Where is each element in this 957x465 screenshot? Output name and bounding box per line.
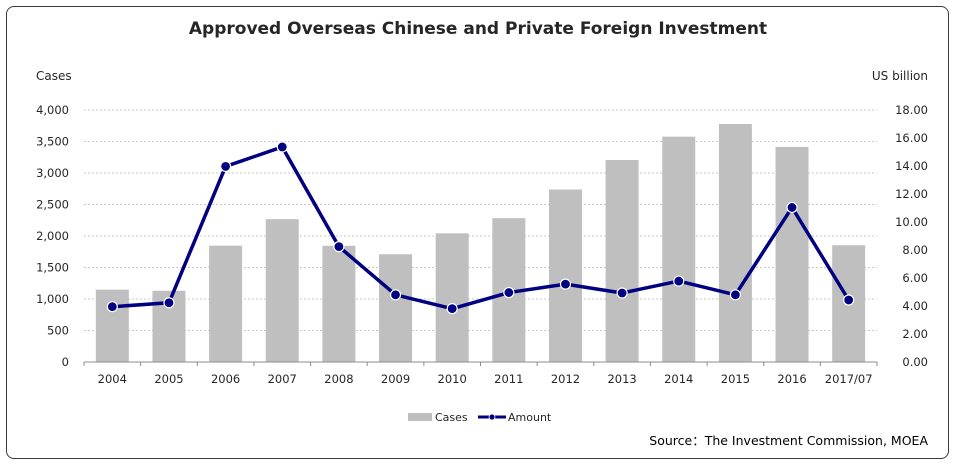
- left-tick-label: 1,500: [36, 261, 69, 275]
- left-axis-label: Cases: [36, 69, 72, 83]
- bar: [209, 245, 243, 362]
- bar: [379, 254, 413, 362]
- amount-point: [503, 286, 515, 299]
- bar: [548, 189, 582, 362]
- right-tick-label: 10.00: [895, 215, 928, 229]
- amount-point: [843, 294, 855, 306]
- left-tick-label: 3,500: [36, 135, 69, 149]
- legend-label-cases: Cases: [435, 411, 468, 424]
- amount-point: [786, 201, 798, 214]
- x-tick-label: 2005: [154, 372, 183, 386]
- x-tick-label: 2006: [211, 372, 240, 386]
- right-tick-label: 4.00: [902, 299, 928, 313]
- bar: [775, 146, 809, 362]
- x-tick-label: 2015: [721, 372, 750, 386]
- x-tick-label: 2007: [268, 372, 297, 386]
- x-tick-label: 2014: [664, 372, 693, 386]
- left-tick-label: 4,000: [36, 103, 69, 117]
- bar: [718, 123, 752, 363]
- axes: 0 500 1,000 1,500 2,000 2,500 3,000 3,500 4,000 0…: [36, 103, 928, 386]
- left-tick-label: 3,000: [36, 166, 69, 180]
- legend: Cases Amount: [408, 411, 552, 424]
- right-tick-label: 6.00: [902, 271, 928, 285]
- left-tick-label: 2,000: [36, 229, 69, 243]
- amount-point: [163, 297, 175, 309]
- x-tick-label: 2013: [607, 372, 636, 386]
- left-tick-label: 500: [47, 324, 69, 338]
- amount-point: [446, 303, 458, 315]
- legend-marker-amount: [488, 413, 496, 421]
- legend-label-amount: Amount: [508, 411, 552, 424]
- bar: [265, 219, 299, 362]
- x-tick-label: 2008: [324, 372, 353, 386]
- amount-point: [616, 287, 628, 299]
- x-tick-label: 2011: [494, 372, 523, 386]
- right-tick-label: 16.00: [895, 131, 928, 145]
- left-tick-label: 0: [62, 355, 69, 369]
- bars-cases: [95, 123, 866, 363]
- x-tick-label: 2012: [551, 372, 580, 386]
- right-tick-label: 2.00: [902, 327, 928, 341]
- line-amount: [106, 141, 855, 315]
- amount-point: [559, 278, 572, 290]
- bar: [605, 160, 639, 362]
- left-tick-label: 1,000: [36, 292, 69, 306]
- amount-point: [729, 289, 741, 301]
- right-tick-label: 14.00: [895, 159, 928, 173]
- right-tick-label: 0.00: [902, 355, 928, 369]
- left-tick-label: 2,500: [36, 198, 69, 212]
- right-axis-label: US billion: [872, 69, 928, 83]
- x-tick-label: 2016: [777, 372, 806, 386]
- x-tick-label: 2010: [438, 372, 467, 386]
- amount-line: [112, 145, 851, 311]
- bar: [322, 245, 356, 362]
- bar: [95, 289, 129, 362]
- amount-point: [333, 241, 345, 253]
- x-tick-label: 2009: [381, 372, 410, 386]
- amount-point: [220, 160, 232, 173]
- source-note: Source：The Investment Commission, MOEA: [649, 433, 928, 448]
- amount-point: [276, 141, 288, 153]
- amount-point: [389, 289, 402, 301]
- legend-swatch-cases: [408, 413, 432, 421]
- right-tick-label: 18.00: [895, 103, 928, 117]
- right-tick-label: 12.00: [895, 187, 928, 201]
- amount-point: [106, 301, 118, 313]
- bar: [662, 136, 696, 362]
- x-tick-label: 2017/07: [825, 372, 873, 386]
- bar: [435, 233, 469, 362]
- chart-title: Approved Overseas Chinese and Private Fo…: [189, 19, 767, 39]
- x-tick-label: 2004: [98, 372, 127, 386]
- amount-point: [673, 275, 685, 287]
- right-tick-label: 8.00: [902, 243, 928, 257]
